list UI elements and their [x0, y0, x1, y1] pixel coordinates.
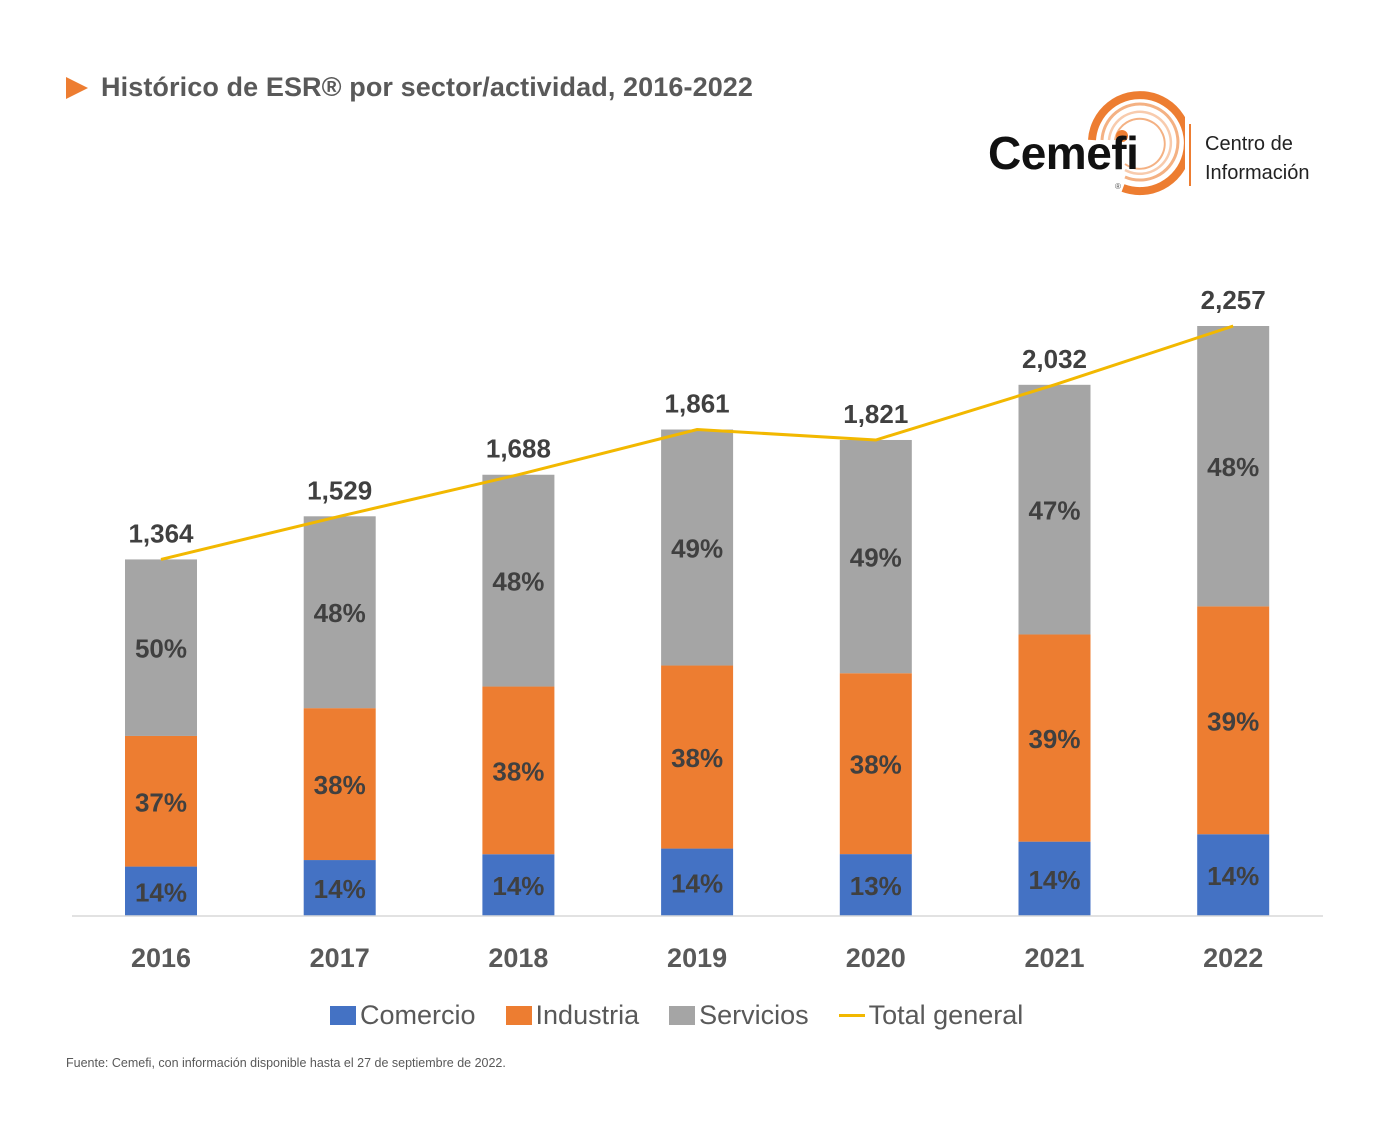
bar-segment-servicios-2022	[1197, 326, 1270, 607]
bar-segment-servicios-2020	[839, 439, 912, 674]
segment-label-comercio-2018: 14%	[492, 871, 544, 901]
x-tick-label-2017: 2017	[310, 943, 370, 973]
chart-title: Histórico de ESR® por sector/actividad, …	[101, 72, 754, 102]
x-tick-label-2019: 2019	[667, 943, 727, 973]
bar-segment-comercio-2019	[661, 848, 734, 916]
legend-swatch-servicios	[669, 1006, 696, 1025]
logo-subtitle-line1: Centro de	[1205, 133, 1293, 155]
segment-label-industria-2019: 38%	[671, 743, 723, 773]
x-tick-labels-group: 2016 2017 2018 2019 2020 2021 2022	[131, 943, 1263, 973]
segment-label-comercio-2020: 13%	[850, 871, 902, 901]
logo-rings-icon	[1088, 91, 1185, 196]
stacked-bar-chart: 14% 37% 50% 14% 38% 48% 14% 38% 48% 14% 38% 49% 13% 3…	[72, 285, 1323, 973]
legend-label: Total general	[868, 1000, 1024, 1030]
logo-registered-mark: ®	[1115, 182, 1121, 191]
logo-subtitle-line2: Información	[1205, 162, 1310, 184]
source-note: Fuente: Cemefi, con información disponib…	[66, 1056, 506, 1070]
segment-label-servicios-2022: 48%	[1207, 452, 1259, 482]
bar-segment-industria-2018	[482, 686, 555, 855]
segment-labels-group: 14% 37% 50% 14% 38% 48% 14% 38% 48% 14% 38% 49% 13% 3…	[135, 452, 1259, 907]
bar-segment-industria-2017	[303, 708, 376, 861]
legend-item-total-general: Total general	[838, 1000, 1024, 1031]
total-labels-group: 1,364 1,529 1,688 1,861 1,821 2,032 2,257	[128, 285, 1265, 548]
bar-segment-comercio-2021	[1018, 841, 1091, 916]
logo-divider	[1189, 124, 1191, 186]
bar-segment-industria-2021	[1018, 634, 1091, 842]
total-label-2016: 1,364	[128, 518, 194, 548]
bar-segment-servicios-2018	[482, 474, 555, 687]
total-label-2020: 1,821	[843, 399, 908, 429]
bar-segment-servicios-2019	[661, 429, 734, 666]
segment-label-industria-2016: 37%	[135, 787, 187, 817]
bars-group	[125, 326, 1270, 916]
legend-label: Servicios	[699, 1000, 809, 1030]
legend-label: Comercio	[360, 1000, 476, 1030]
legend-swatch-comercio	[330, 1006, 356, 1025]
bar-segment-servicios-2016	[125, 559, 197, 736]
legend: Comercio Industria Servicios Total gener…	[330, 1000, 1053, 1031]
logo-subtitle: Centro de Información	[1205, 130, 1310, 188]
segment-label-servicios-2020: 49%	[850, 543, 902, 573]
segment-label-comercio-2022: 14%	[1207, 861, 1259, 891]
bar-segment-industria-2020	[839, 673, 912, 855]
logo-wordmark: Cemefi	[988, 127, 1139, 179]
bar-segment-comercio-2020	[839, 854, 912, 916]
legend-item-industria: Industria	[505, 1000, 640, 1031]
x-tick-label-2016: 2016	[131, 943, 191, 973]
legend-item-servicios: Servicios	[669, 1000, 809, 1031]
total-label-2019: 1,861	[665, 389, 730, 419]
bar-segment-servicios-2017	[303, 516, 376, 709]
segment-label-comercio-2016: 14%	[135, 877, 187, 907]
segment-label-servicios-2018: 48%	[492, 567, 544, 597]
total-label-2018: 1,688	[486, 434, 551, 464]
x-tick-label-2022: 2022	[1203, 943, 1263, 973]
segment-label-servicios-2017: 48%	[314, 598, 366, 628]
chart-title-block: Histórico de ESR® por sector/actividad, …	[66, 72, 753, 103]
bar-segment-comercio-2022	[1197, 834, 1270, 916]
x-tick-label-2021: 2021	[1024, 943, 1084, 973]
segment-label-industria-2017: 38%	[314, 770, 366, 800]
segment-label-servicios-2016: 50%	[135, 634, 187, 664]
segment-label-servicios-2021: 47%	[1028, 496, 1080, 526]
segment-label-industria-2018: 38%	[492, 756, 544, 786]
legend-label: Industria	[535, 1000, 640, 1030]
bar-segment-comercio-2017	[303, 860, 376, 916]
segment-label-comercio-2019: 14%	[671, 868, 723, 898]
segment-label-industria-2022: 39%	[1207, 706, 1259, 736]
total-label-2017: 1,529	[307, 475, 372, 505]
bar-segment-industria-2019	[661, 665, 734, 849]
segment-label-comercio-2017: 14%	[314, 874, 366, 904]
legend-swatch-industria	[505, 1006, 532, 1025]
legend-item-comercio: Comercio	[330, 1000, 476, 1031]
total-general-line	[160, 324, 1234, 561]
bar-segment-comercio-2018	[482, 854, 555, 916]
bar-segment-servicios-2021	[1018, 384, 1091, 635]
bar-segment-industria-2016	[125, 735, 197, 867]
total-label-2021: 2,032	[1022, 344, 1087, 374]
bar-segment-industria-2022	[1197, 606, 1270, 835]
x-tick-label-2018: 2018	[488, 943, 548, 973]
cemefi-logo: Cemefi ® Centro de Información	[985, 80, 1335, 200]
segment-label-industria-2021: 39%	[1028, 724, 1080, 754]
x-tick-label-2020: 2020	[846, 943, 906, 973]
segment-label-industria-2020: 38%	[850, 750, 902, 780]
legend-swatch-total-general	[838, 1014, 865, 1017]
segment-label-servicios-2019: 49%	[671, 534, 723, 564]
segment-label-comercio-2021: 14%	[1028, 865, 1080, 895]
play-triangle-icon	[66, 76, 88, 99]
bar-segment-comercio-2016	[125, 866, 197, 916]
total-label-2022: 2,257	[1201, 285, 1266, 315]
